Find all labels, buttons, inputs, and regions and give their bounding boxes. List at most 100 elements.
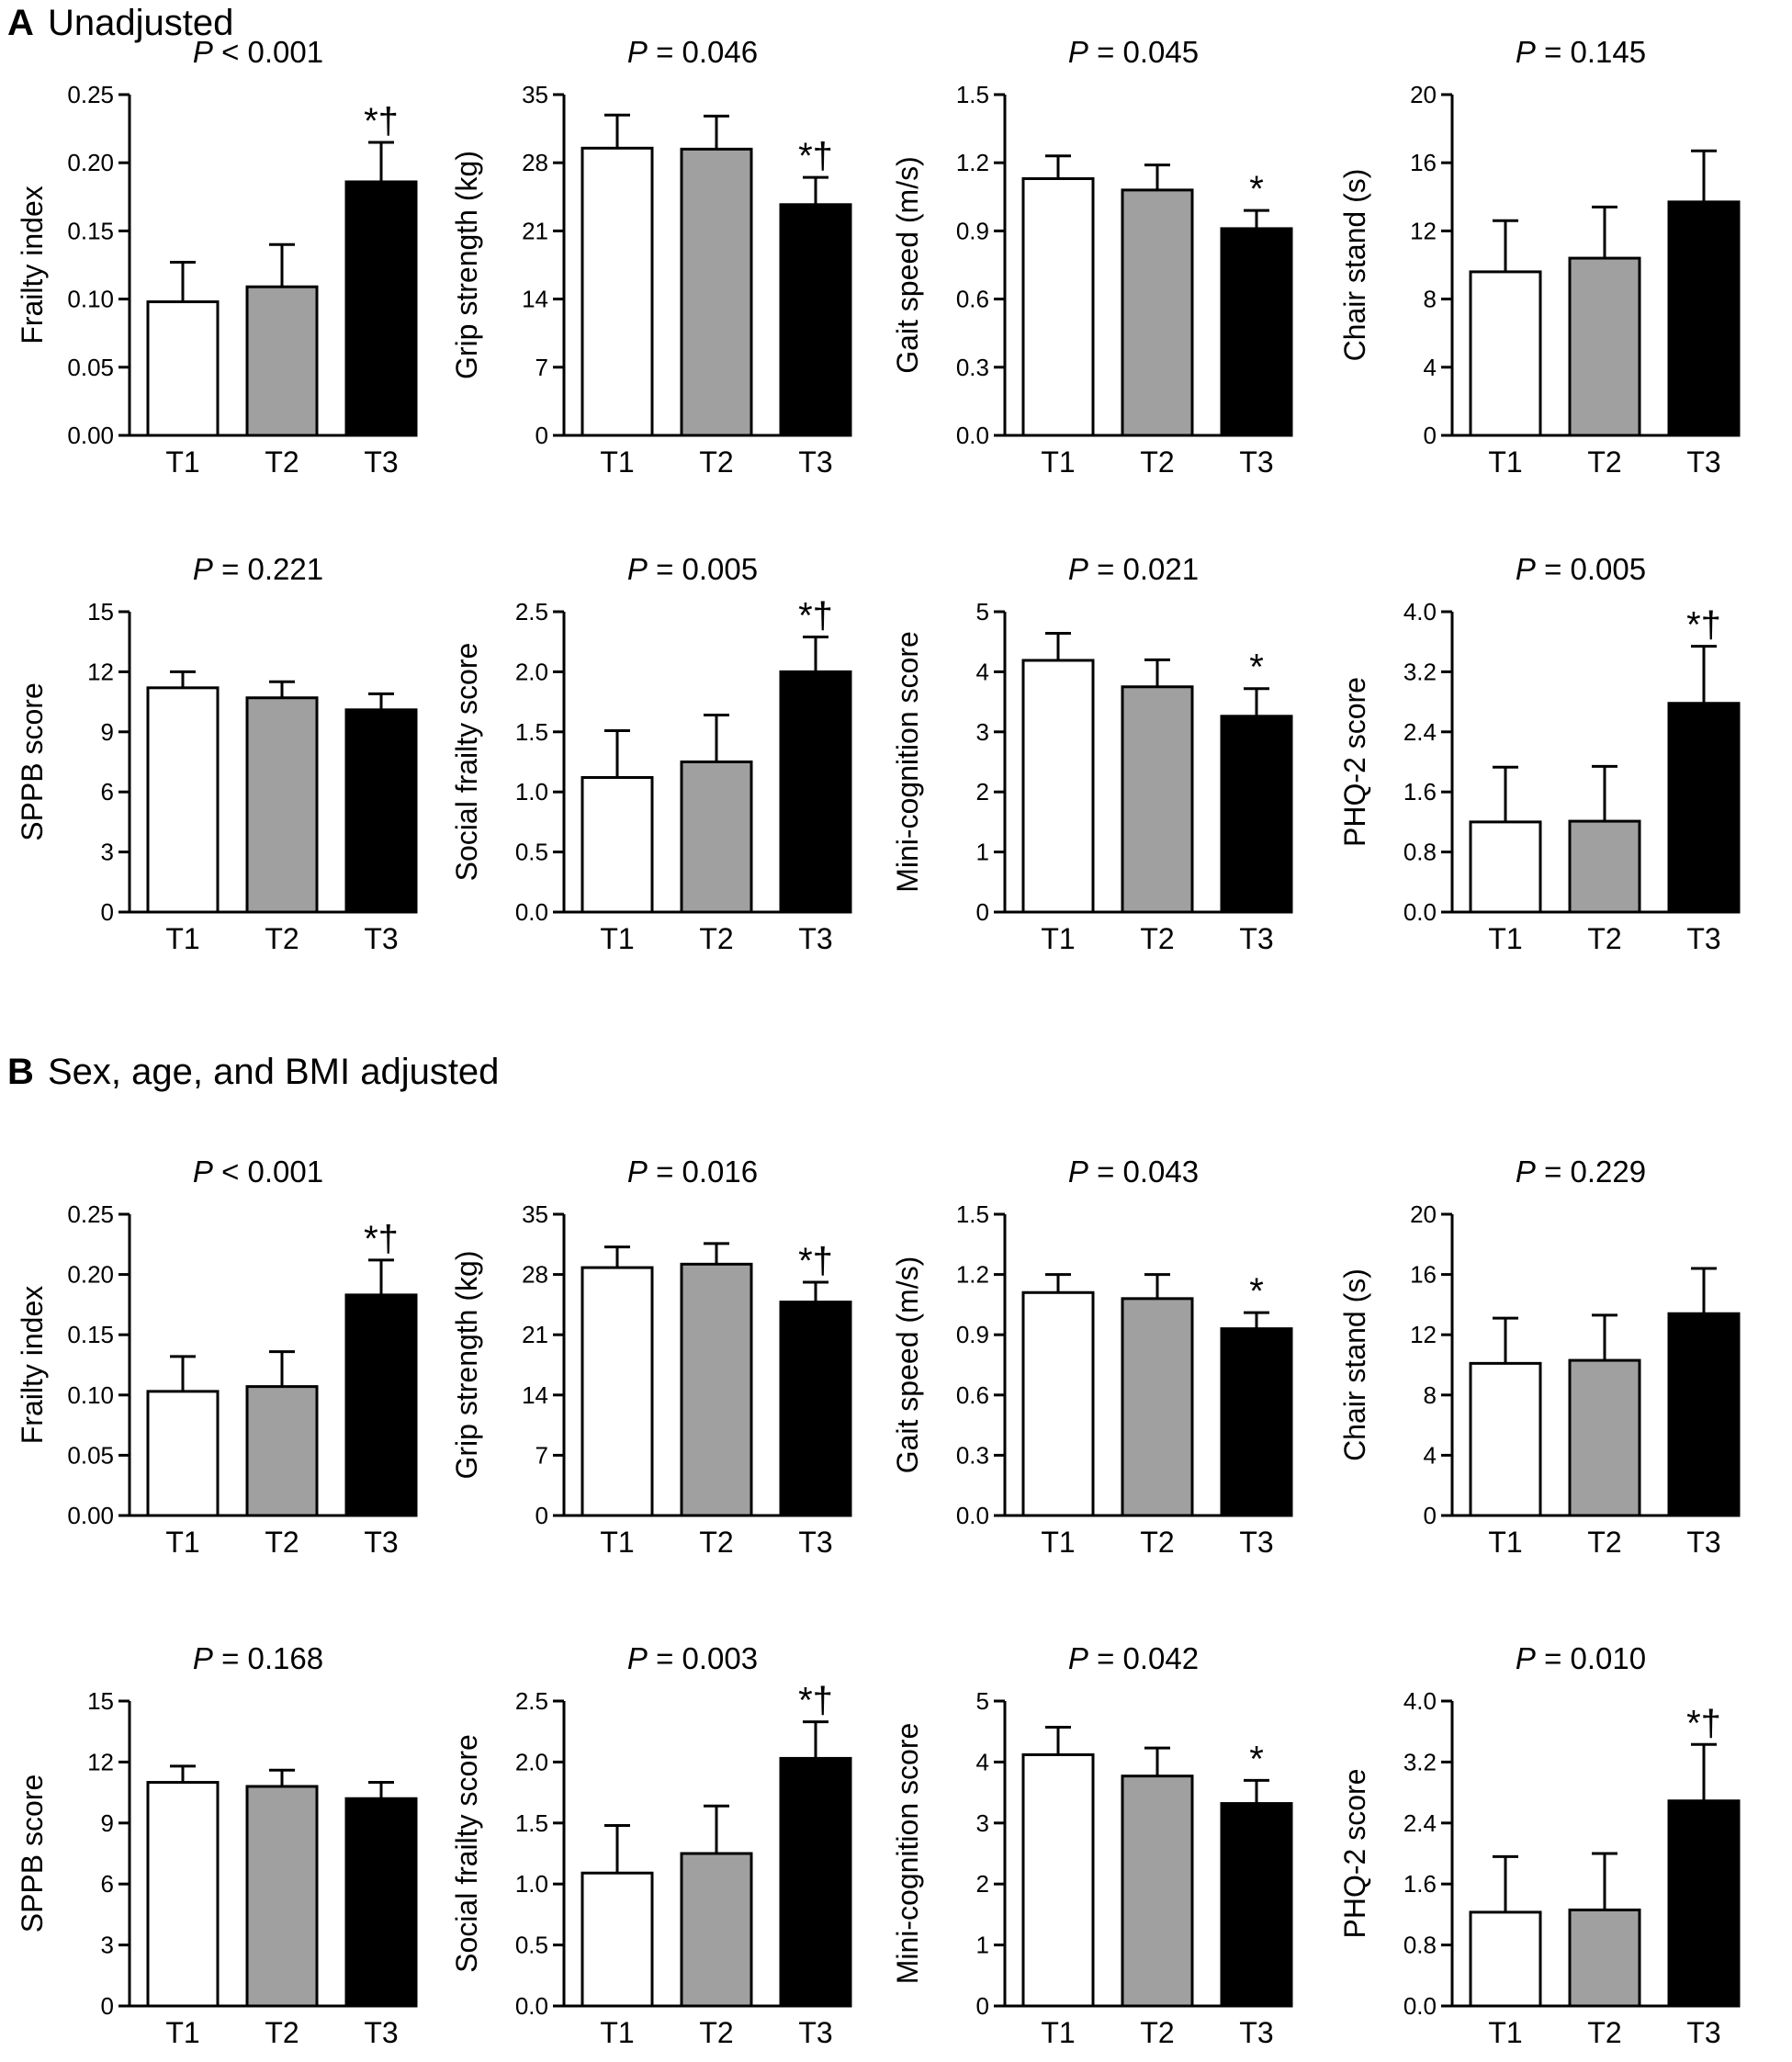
p-value-text: = 0.005 <box>1544 552 1646 586</box>
bar-t2 <box>1568 1358 1641 1517</box>
x-tick-label: T1 <box>165 2016 199 2049</box>
y-tick-label: 0 <box>976 1992 989 2020</box>
x-tick-label: T1 <box>1041 922 1075 955</box>
y-tick-label: 14 <box>522 1381 548 1409</box>
bar-t3 <box>1220 227 1293 437</box>
p-value-label: P = 0.229 <box>1516 1155 1646 1189</box>
y-tick-label: 0.20 <box>67 149 114 176</box>
bar-t3 <box>1667 200 1741 437</box>
x-tick-label: T3 <box>1686 2016 1720 2049</box>
chart-a-3: P = 0.045 Gait speed (m/s) 0.0 0.3 0.6 0.9 1.2… <box>891 35 1293 479</box>
y-tick-label: 16 <box>1410 149 1437 176</box>
y-tick-label: 1 <box>976 1932 989 1959</box>
p-value-label: P = 0.005 <box>627 552 758 586</box>
p-value <box>1088 1155 1097 1189</box>
y-tick-label: 2.4 <box>1403 1809 1437 1837</box>
significance-marker: * <box>1249 1271 1264 1312</box>
y-tick-label: 3 <box>101 1932 114 1959</box>
bar-t2 <box>245 1385 319 1517</box>
x-tick-label: T2 <box>1140 1526 1174 1559</box>
bar-t3 <box>1667 1312 1741 1517</box>
p-symbol: P <box>193 1641 213 1675</box>
y-tick-label: 0.05 <box>67 354 114 381</box>
y-tick-label: 0 <box>1424 1502 1437 1529</box>
y-tick-label: 4 <box>976 1748 989 1775</box>
significance-marker: *† <box>1686 605 1721 646</box>
bar-t2 <box>1121 188 1194 437</box>
y-axis-label: Social frailty score <box>450 1734 483 1973</box>
y-tick-label: 0.3 <box>956 1441 989 1469</box>
y-axis-label: Gait speed (m/s) <box>891 156 924 374</box>
y-tick-label: 0.9 <box>956 217 989 244</box>
bar-t1 <box>146 686 220 914</box>
p-value <box>1536 1155 1544 1189</box>
bar-t1 <box>1469 820 1542 914</box>
p-symbol: P <box>1516 1155 1536 1189</box>
y-tick-label: 2.4 <box>1403 718 1437 746</box>
y-tick-label: 0 <box>101 898 114 926</box>
x-tick-label: T2 <box>1140 2016 1174 2049</box>
y-tick-label: 3.2 <box>1403 1748 1437 1775</box>
significance-marker: * <box>1249 648 1264 688</box>
bar-t1 <box>580 1871 654 2008</box>
chart-b-5: P = 0.168 SPPB score 0 3 6 9 12 15 T1 T2 T3 <box>16 1641 418 2049</box>
p-value-label: P = 0.042 <box>1068 1641 1199 1675</box>
y-tick-label: 4 <box>1424 1441 1437 1469</box>
x-tick-label: T3 <box>798 922 832 955</box>
p-value-text: < 0.001 <box>221 1155 323 1189</box>
chart-a-4: P = 0.145 Chair stand (s) 0 4 8 12 16 20 T1 T2 T3 <box>1338 35 1741 479</box>
y-tick-label: 0 <box>976 898 989 926</box>
y-tick-label: 1.2 <box>956 149 989 176</box>
p-value-label: P = 0.145 <box>1516 35 1646 69</box>
x-tick-label: T1 <box>1041 1526 1075 1559</box>
chart-b-8: P = 0.010 PHQ-2 score 0.0 0.8 1.6 2.4 3.2 4.0 T1… <box>1338 1641 1741 2049</box>
p-value-text: = 0.145 <box>1544 35 1646 69</box>
chart-a-7: P = 0.021 Mini-cognition score 0 1 2 3 4 5 T1 T2 T… <box>891 552 1293 955</box>
p-value <box>213 552 221 586</box>
y-tick-label: 6 <box>101 1870 114 1898</box>
chart-a-8: P = 0.005 PHQ-2 score 0.0 0.8 1.6 2.4 3.2 4.0 T1… <box>1338 552 1741 955</box>
p-symbol: P <box>627 1155 648 1189</box>
chart-b-3: P = 0.043 Gait speed (m/s) 0.0 0.3 0.6 0.9 1.2… <box>891 1155 1293 1559</box>
y-axis-label: Mini-cognition score <box>891 631 924 893</box>
p-value-label: P = 0.016 <box>627 1155 758 1189</box>
p-value-label: P = 0.005 <box>1516 552 1646 586</box>
p-symbol: P <box>1516 35 1536 69</box>
y-axis-label: Grip strength (kg) <box>450 151 483 379</box>
p-symbol: P <box>1068 552 1088 586</box>
x-tick-label: T3 <box>364 2016 398 2049</box>
y-tick-label: 4 <box>976 658 989 685</box>
bar-t3 <box>1220 715 1293 914</box>
significance-marker: *† <box>798 136 833 176</box>
y-tick-label: 5 <box>976 598 989 625</box>
y-tick-label: 7 <box>535 1441 548 1469</box>
y-tick-label: 7 <box>535 354 548 381</box>
p-value-label: P = 0.221 <box>193 552 323 586</box>
bar-t3 <box>344 180 418 437</box>
y-tick-label: 2.0 <box>515 658 548 685</box>
x-tick-label: T3 <box>798 2016 832 2049</box>
y-tick-label: 12 <box>1410 217 1437 244</box>
x-tick-label: T2 <box>1587 1526 1621 1559</box>
panel-a-header: A Unadjusted <box>7 3 233 43</box>
significance-marker: * <box>1249 169 1264 209</box>
bar-t1 <box>1021 1752 1095 2008</box>
p-value-label: P < 0.001 <box>193 35 323 69</box>
y-tick-label: 1.5 <box>515 718 548 746</box>
p-value-text: = 0.043 <box>1097 1155 1199 1189</box>
y-axis-label: PHQ-2 score <box>1338 1769 1371 1939</box>
y-tick-label: 3 <box>976 718 989 746</box>
y-tick-label: 0 <box>1424 422 1437 449</box>
x-tick-label: T3 <box>364 445 398 479</box>
x-tick-label: T2 <box>265 922 299 955</box>
chart-b-2: P = 0.016 Grip strength (kg) 0 7 14 21 28 35 T1 T… <box>450 1155 852 1559</box>
y-tick-label: 9 <box>101 1809 114 1837</box>
p-value <box>1536 35 1544 69</box>
p-value <box>1088 1641 1097 1675</box>
x-tick-label: T2 <box>699 1526 733 1559</box>
p-symbol: P <box>1068 1155 1088 1189</box>
y-axis-label: SPPB score <box>16 682 49 841</box>
y-tick-label: 2.5 <box>515 1687 548 1715</box>
y-tick-label: 1.5 <box>956 81 989 108</box>
